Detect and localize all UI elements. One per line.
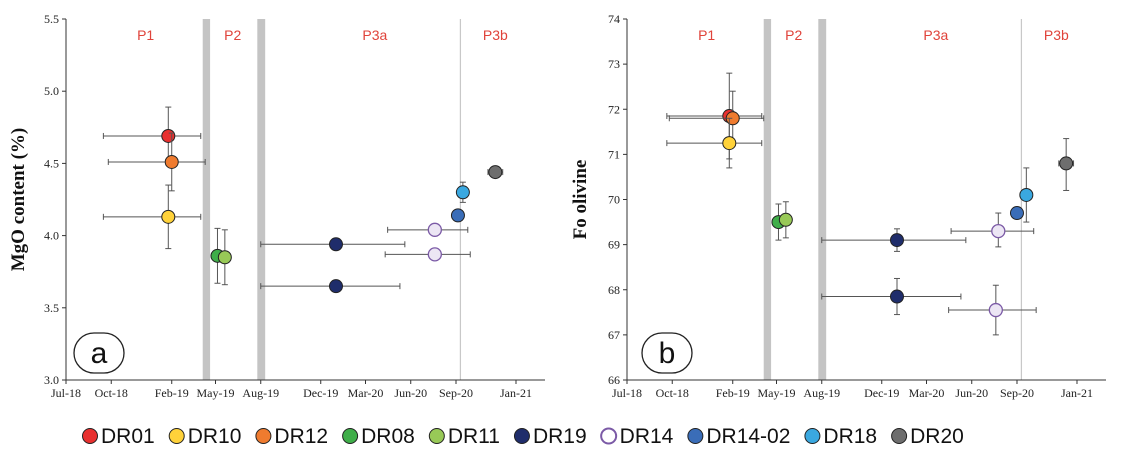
x-tick-label: Dec-19 — [864, 386, 899, 400]
legend-label: DR20 — [910, 425, 964, 448]
panel-letter: b — [659, 337, 676, 370]
y-tick-label: 71 — [608, 147, 620, 161]
x-tick-label: Jan-21 — [500, 386, 532, 400]
data-point-dr12 — [164, 154, 179, 169]
legend-label: DR18 — [823, 425, 877, 448]
panel-letter-badge — [641, 332, 693, 374]
legend-label: DR08 — [361, 425, 415, 448]
x-tick-label: Jul-18 — [612, 386, 642, 400]
legend-marker-dr18 — [804, 428, 821, 444]
data-point-dr14 — [988, 302, 1003, 318]
y-tick-label: 69 — [608, 238, 620, 252]
legend-label: DR14-02 — [706, 425, 790, 448]
x-tick-label: Oct-18 — [95, 386, 128, 400]
phase-label: P3a — [923, 27, 948, 43]
data-point-dr14-02 — [1009, 206, 1024, 221]
chart-panel-a: 3.0 3.5 4.0 4.5 5.0 5.5 Jul-18 Oct-18 Feb-19 May-… — [8, 12, 545, 400]
y-tick-label: 72 — [608, 102, 620, 116]
data-point-dr20 — [1059, 156, 1074, 171]
phase-label: P2 — [224, 27, 241, 43]
x-tick-label: Sep-20 — [1000, 386, 1034, 400]
data-point-dr14 — [991, 223, 1006, 239]
phase-band — [818, 19, 827, 380]
data-point-dr10 — [161, 209, 176, 224]
x-tick-label: Jun-20 — [394, 386, 427, 400]
legend-marker-dr20 — [891, 428, 908, 444]
y-tick-label: 67 — [608, 328, 620, 342]
legend-label: DR10 — [188, 425, 242, 448]
panel-letter-badge — [73, 332, 125, 374]
y-tick-label: 68 — [608, 283, 620, 297]
data-point-dr11 — [217, 250, 232, 265]
phase-label: P3a — [362, 27, 387, 43]
y-tick-label: 5.0 — [44, 84, 59, 98]
data-point-dr14 — [427, 222, 442, 237]
data-point-dr19 — [889, 289, 904, 304]
x-tick-label: Aug-19 — [803, 386, 840, 400]
legend-label: DR12 — [274, 425, 328, 448]
legend-marker-dr08 — [342, 428, 359, 444]
legend-marker-dr01 — [82, 428, 98, 444]
data-point-dr19 — [328, 279, 343, 294]
y-tick-label: 4.0 — [44, 229, 59, 243]
x-tick-label: May-19 — [197, 386, 235, 400]
phase-band — [257, 19, 266, 380]
legend-marker-dr10 — [168, 428, 185, 444]
legend-marker-dr14 — [600, 427, 618, 445]
data-point-dr19 — [889, 233, 904, 248]
x-tick-label: Oct-18 — [656, 386, 689, 400]
x-tick-label: Feb-19 — [155, 386, 189, 400]
legend-label: DR14 — [620, 425, 674, 448]
legend-marker-dr14-02 — [687, 428, 704, 444]
data-point-dr01 — [161, 128, 176, 143]
x-tick-label: Jan-21 — [1061, 386, 1093, 400]
x-tick-label: May-19 — [758, 386, 796, 400]
phase-band — [763, 19, 772, 380]
phase-label: P3b — [483, 27, 508, 43]
y-tick-label: 74 — [608, 12, 620, 26]
y-axis-label: MgO content (%) — [8, 128, 29, 272]
y-tick-label: 73 — [608, 57, 620, 71]
legend-marker-dr11 — [428, 428, 445, 444]
phase-label: P3b — [1044, 27, 1069, 43]
legend-label: DR01 — [101, 425, 155, 448]
x-tick-label: Jul-18 — [51, 386, 81, 400]
data-point-dr14 — [427, 247, 442, 262]
chart-panel-b: 66 67 68 69 70 71 72 73 74 Jul-18 Oct-18 Feb-19 May-… — [570, 12, 1106, 400]
x-tick-label: Aug-19 — [242, 386, 279, 400]
x-tick-label: Feb-19 — [716, 386, 750, 400]
y-tick-label: 70 — [608, 193, 620, 207]
data-point-dr18 — [1019, 187, 1034, 202]
y-tick-label: 3.0 — [44, 373, 59, 387]
y-axis-label: Fo olivine — [570, 160, 591, 240]
y-tick-label: 3.5 — [44, 301, 59, 315]
legend-label: DR11 — [448, 425, 500, 448]
legend-marker-dr12 — [255, 428, 272, 444]
y-tick-label: 4.5 — [44, 156, 59, 170]
x-tick-label: Jun-20 — [955, 386, 988, 400]
phase-band — [202, 19, 211, 380]
phase-label: P2 — [785, 27, 802, 43]
x-tick-label: Mar-20 — [348, 386, 384, 400]
data-point-dr19 — [328, 237, 343, 252]
panel-letter: a — [91, 337, 108, 370]
y-tick-label: 5.5 — [44, 12, 59, 26]
x-tick-label: Dec-19 — [303, 386, 338, 400]
legend: DR01 DR10 DR12 DR08 DR11 DR19 DR14 DR14-02 DR18 D… — [82, 425, 964, 448]
data-point-dr14-02 — [450, 208, 465, 223]
phase-label: P1 — [698, 27, 715, 43]
data-point-dr10 — [722, 136, 737, 151]
legend-marker-dr19 — [513, 428, 530, 444]
y-tick-label: 66 — [608, 373, 620, 387]
data-point-dr11 — [778, 212, 793, 227]
data-point-dr18 — [455, 185, 470, 200]
x-tick-label: Sep-20 — [439, 386, 473, 400]
data-point-dr20 — [488, 165, 503, 180]
legend-label: DR19 — [533, 425, 587, 448]
x-tick-label: Mar-20 — [909, 386, 945, 400]
phase-label: P1 — [137, 27, 154, 43]
